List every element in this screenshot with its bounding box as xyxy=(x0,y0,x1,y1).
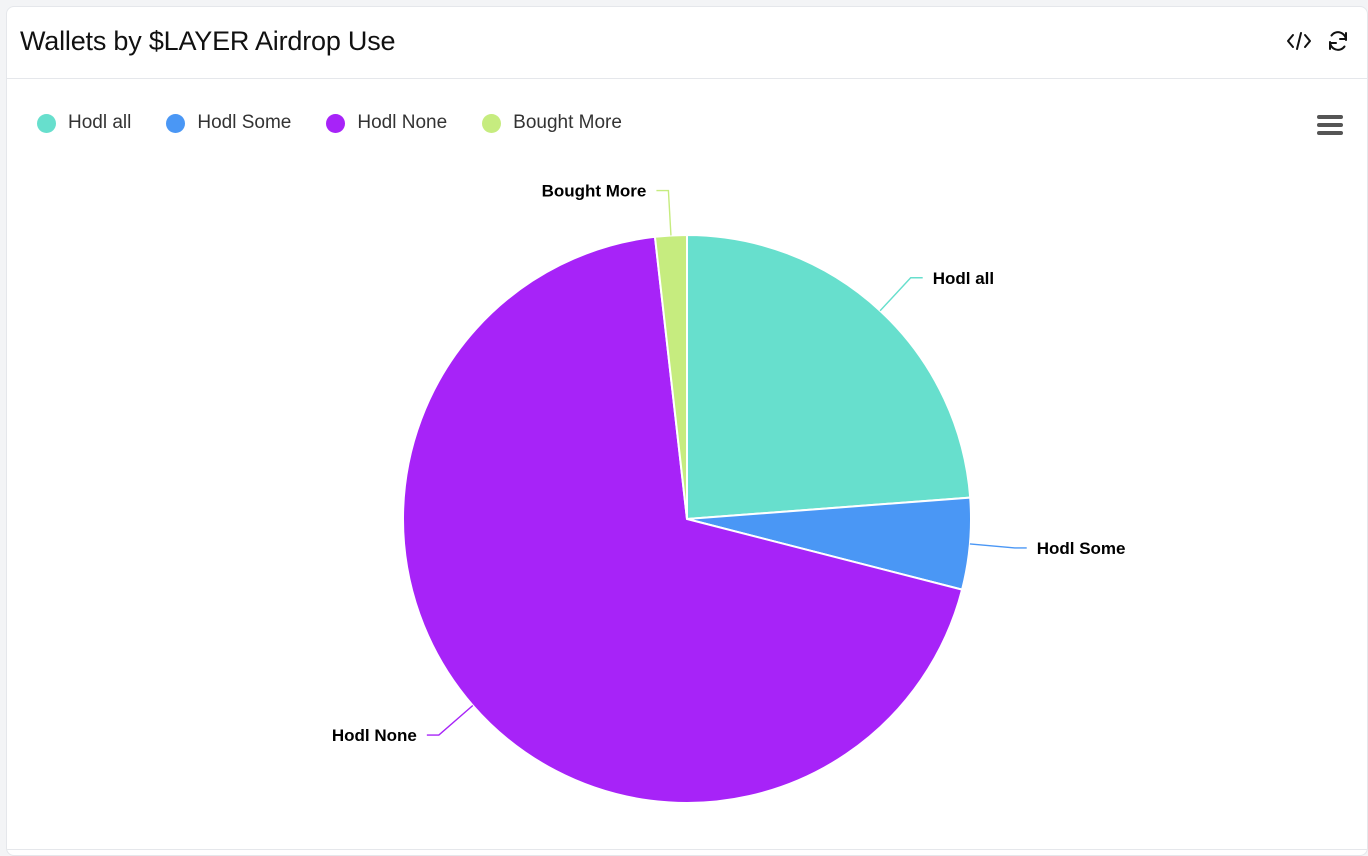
data-label: Hodl Some xyxy=(1037,539,1126,558)
chart-title: Wallets by $LAYER Airdrop Use xyxy=(20,26,396,56)
data-label: Hodl None xyxy=(332,726,417,745)
legend-label: Hodl all xyxy=(68,112,132,133)
hamburger-menu-icon xyxy=(1317,131,1343,135)
legend-swatch xyxy=(326,113,346,133)
pie-slice-hodl-all[interactable] xyxy=(686,233,972,521)
pie-slice-hodl-none[interactable] xyxy=(402,235,964,804)
legend-item-hodl-all[interactable]: Hodl all xyxy=(37,112,131,134)
legend-swatch xyxy=(482,113,502,133)
card-header: Wallets by $LAYER Airdrop Use xyxy=(7,7,1367,79)
embed-button[interactable] xyxy=(1285,27,1313,55)
hamburger-menu-icon xyxy=(1317,115,1343,119)
data-label: Bought More xyxy=(542,182,647,201)
data-label-connector xyxy=(426,704,474,736)
card-footer-divider xyxy=(7,849,1367,850)
data-label-connector xyxy=(969,543,1027,549)
legend-label: Bought More xyxy=(513,112,622,133)
pie-chart: Hodl all Hodl Some Hodl None Bought More xyxy=(332,182,1126,804)
legend-item-hodl-some[interactable]: Hodl Some xyxy=(166,112,291,134)
hamburger-menu-icon xyxy=(1317,123,1343,127)
legend-swatch xyxy=(37,113,56,133)
legend-swatch xyxy=(166,113,186,133)
data-label-connector xyxy=(879,277,923,312)
chart-legend: Hodl all Hodl Some Hodl None Bought More xyxy=(37,112,657,134)
data-label: Hodl all xyxy=(933,269,994,288)
legend-item-bought-more[interactable]: Bought More xyxy=(482,112,622,134)
legend-label: Hodl None xyxy=(357,112,448,133)
legend-label: Hodl Some xyxy=(197,112,292,133)
code-icon xyxy=(1287,32,1311,50)
refresh-button[interactable] xyxy=(1324,27,1352,55)
refresh-icon xyxy=(1329,31,1347,51)
chart-menu-button[interactable] xyxy=(1315,113,1345,139)
data-label-connector xyxy=(656,189,672,236)
chart-card: Wallets by $LAYER Airdrop Use Hodl all H… xyxy=(6,6,1368,856)
legend-item-hodl-none[interactable]: Hodl None xyxy=(326,112,447,134)
